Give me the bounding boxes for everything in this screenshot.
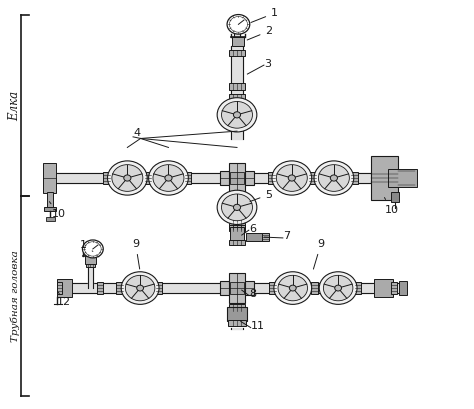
Bar [230,227,244,241]
Bar [220,171,254,184]
Circle shape [124,175,131,181]
Bar [399,281,407,295]
Text: 5: 5 [250,189,273,202]
Bar [228,320,246,326]
Bar [227,307,247,321]
Text: 8: 8 [249,289,256,299]
Text: 9: 9 [132,239,140,269]
Text: 4: 4 [133,128,140,138]
Bar [262,233,269,241]
Text: Елка: Елка [9,90,21,121]
Circle shape [272,161,312,195]
Circle shape [125,275,155,301]
Text: 7: 7 [283,231,291,241]
Bar [246,233,264,241]
Text: 1: 1 [251,8,278,22]
Bar [388,169,417,187]
Text: 12: 12 [56,292,71,307]
Bar [391,192,399,202]
Text: 11: 11 [251,321,265,331]
Bar [229,214,245,220]
Bar [46,192,53,207]
Bar [43,163,56,193]
Circle shape [233,112,241,118]
Circle shape [108,161,147,195]
Bar [229,304,245,311]
Circle shape [278,275,308,301]
Bar [229,163,245,193]
Bar [230,172,244,184]
Bar [184,172,191,184]
Text: Трубная головка: Трубная головка [10,250,19,342]
Bar [145,172,152,184]
Circle shape [276,165,307,191]
Circle shape [82,240,103,258]
Circle shape [233,204,241,211]
Bar [230,282,244,294]
Circle shape [121,272,159,304]
Circle shape [217,190,257,225]
Circle shape [289,285,296,291]
Text: 6: 6 [249,224,256,234]
Circle shape [319,272,357,304]
Bar [268,172,275,184]
Circle shape [112,165,143,191]
Bar [229,94,245,101]
Circle shape [330,175,337,181]
Circle shape [221,101,253,128]
Circle shape [149,161,188,195]
Circle shape [274,272,312,304]
Circle shape [335,285,342,291]
Bar [371,155,398,200]
Bar [311,282,318,294]
Bar [229,225,245,231]
Bar [374,279,393,297]
Bar [85,256,96,265]
Bar [229,196,245,201]
Bar [46,217,55,221]
Bar [57,282,62,294]
Text: 10: 10 [384,198,399,215]
Circle shape [165,175,172,181]
Bar [229,217,245,222]
Bar [220,281,254,294]
Bar [229,240,245,245]
Bar [97,282,103,294]
Bar [57,279,72,297]
Text: 3: 3 [264,59,272,69]
Bar [117,282,123,294]
Circle shape [137,285,144,291]
Text: 10: 10 [49,202,66,219]
Bar [229,273,245,303]
Bar [355,282,361,294]
Bar [391,282,397,294]
Circle shape [288,175,295,181]
Bar [229,49,245,56]
Bar [269,282,276,294]
Bar [103,172,110,184]
Circle shape [227,15,250,34]
Circle shape [217,98,257,132]
Bar [310,172,316,184]
Circle shape [323,275,353,301]
Bar [232,37,244,45]
Circle shape [153,165,184,191]
Bar [229,83,245,90]
Circle shape [319,165,349,191]
Bar [229,121,245,127]
Text: 2: 2 [247,26,273,40]
Bar [229,223,245,229]
Text: 1: 1 [80,240,93,252]
Circle shape [314,161,354,195]
Bar [44,207,56,211]
Bar [156,282,162,294]
Text: 9: 9 [313,239,325,269]
Bar [86,262,95,267]
Bar [351,172,357,184]
Bar [229,102,245,108]
Circle shape [221,194,253,221]
